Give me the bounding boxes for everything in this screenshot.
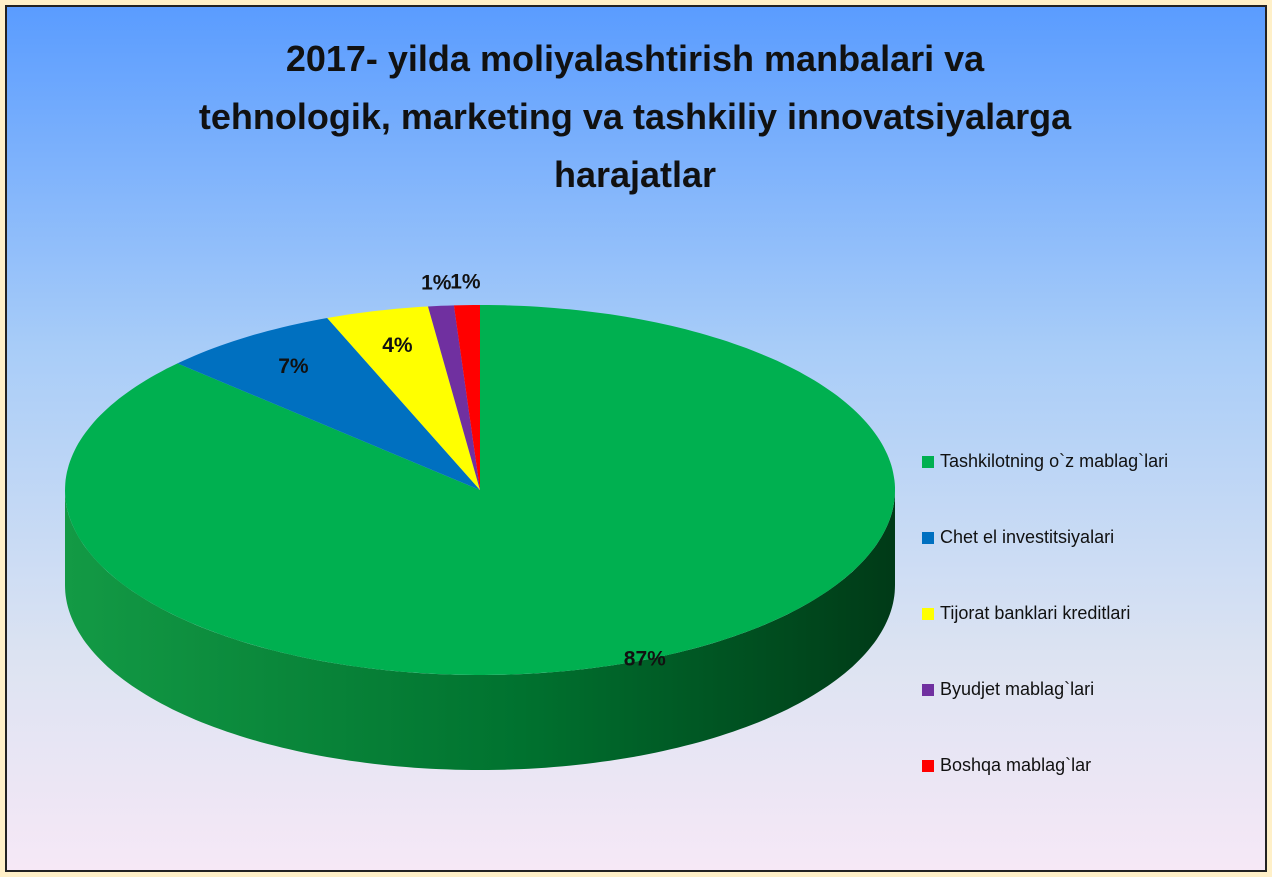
data-label: 1% — [421, 271, 452, 294]
legend-label: Tijorat banklari kreditlari — [940, 603, 1130, 623]
data-label: 87% — [624, 647, 666, 670]
pie-slice-side — [65, 490, 895, 770]
chart-title: 2017- yilda moliyalashtirish manbalari v… — [198, 38, 1072, 195]
pie-slice — [327, 306, 480, 490]
legend-label: Tashkilotning o`z mablag`lari — [940, 451, 1168, 471]
pie-slice — [177, 318, 480, 490]
legend-swatch — [922, 684, 934, 696]
legend-label: Boshqa mablag`lar — [940, 755, 1091, 775]
pie-slice — [453, 305, 480, 490]
pie-slice — [428, 305, 480, 490]
data-label: 1% — [450, 270, 481, 293]
legend-swatch — [922, 608, 934, 620]
legend-swatch — [922, 532, 934, 544]
data-label: 4% — [382, 334, 413, 357]
legend-label: Byudjet mablag`lari — [940, 679, 1094, 699]
data-label: 7% — [278, 355, 309, 378]
legend-label: Chet el investitsiyalari — [940, 527, 1114, 547]
legend-swatch — [922, 760, 934, 772]
legend-swatch — [922, 456, 934, 468]
